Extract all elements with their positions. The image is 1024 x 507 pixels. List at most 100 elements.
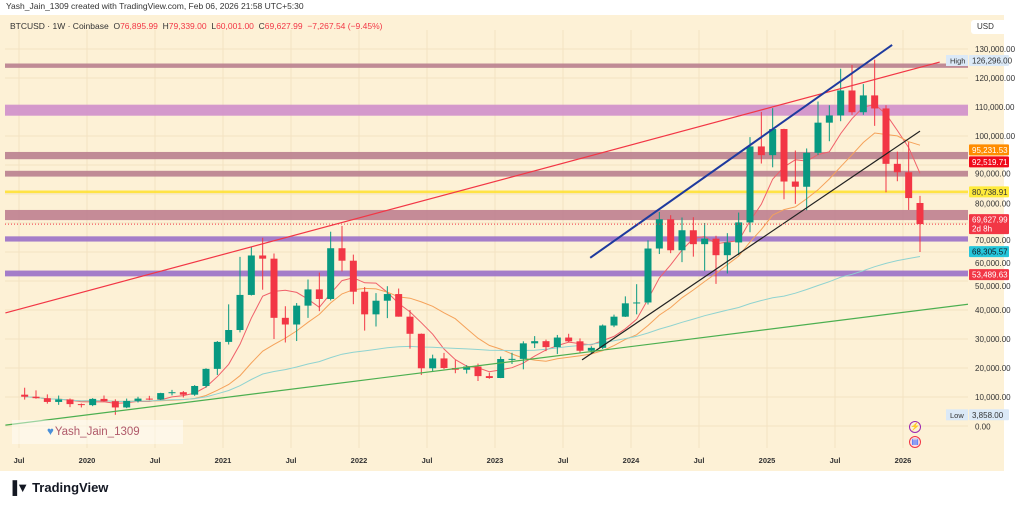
us-flag-icon[interactable]: ▤ — [909, 436, 921, 448]
trendline — [581, 130, 921, 361]
x-axis-tick-label: Jul — [558, 456, 569, 465]
candle-body — [145, 398, 153, 400]
candle-body — [882, 108, 890, 164]
y-axis-tick-label: 80,000.00 — [975, 199, 1011, 208]
candle-body — [429, 358, 437, 369]
candle-body — [576, 341, 584, 351]
candle-body — [814, 122, 822, 153]
candle-body — [508, 358, 516, 360]
price-label-bg — [969, 246, 1009, 258]
candle-body — [791, 181, 799, 187]
candle-body — [678, 230, 686, 251]
chart-panel[interactable] — [0, 15, 1004, 471]
ohlc-legend: BTCUSD · 1W · Coinbase O76,895.99 H79,33… — [10, 21, 382, 31]
candle-body — [213, 341, 221, 369]
x-axis-tick-label: Jul — [422, 456, 433, 465]
price-label: 69,627.99 — [972, 216, 1008, 225]
heart-icon: ♥ — [47, 426, 54, 438]
chart-credit: Yash_Jain_1309 created with TradingView.… — [6, 1, 304, 11]
open-value: 76,895.99 — [120, 21, 158, 31]
change-value: −7,267.54 (−9.45%) — [307, 21, 383, 31]
candle-body — [519, 343, 527, 359]
x-axis-tick-label: 2026 — [895, 456, 912, 465]
candle-body — [236, 294, 244, 331]
candle-body — [916, 203, 924, 225]
watermark-text: Yash_Jain_1309 — [54, 426, 140, 438]
x-axis-tick-label: 2022 — [351, 456, 368, 465]
price-zone — [5, 190, 968, 194]
y-axis-tick-label: 30,000.00 — [975, 335, 1011, 344]
trendline — [5, 61, 940, 314]
y-axis-tick-label: 40,000.00 — [975, 306, 1011, 315]
candle-body — [859, 95, 867, 113]
symbol-label[interactable]: BTCUSD · 1W · Coinbase — [10, 21, 109, 31]
candle-body — [191, 385, 199, 395]
candle-body — [644, 248, 652, 303]
close-label: C — [258, 21, 265, 31]
candle-body — [225, 330, 233, 342]
candle-body — [825, 115, 833, 123]
candle-body — [55, 399, 63, 402]
price-label: 95,231.53 — [972, 146, 1008, 155]
candle-body — [168, 392, 176, 394]
candle-body — [134, 398, 142, 401]
price-label-prefix: Low — [950, 411, 964, 420]
candle-body — [893, 163, 901, 173]
candle-body — [338, 248, 346, 261]
price-label-prefix: High — [950, 57, 965, 66]
price-label: 126,296.00 — [972, 57, 1013, 66]
x-axis-tick-label: Jul — [14, 456, 25, 465]
candle-body — [871, 95, 879, 109]
open-label: O — [113, 21, 121, 31]
candle-body — [485, 376, 493, 379]
price-label: 92,519.71 — [972, 158, 1008, 167]
candle-body — [689, 230, 697, 245]
candle-body — [621, 303, 629, 317]
x-axis-tick-label: 2024 — [623, 456, 641, 465]
candle-body — [179, 392, 187, 395]
candle-body — [123, 400, 131, 408]
price-label-bg — [969, 156, 1009, 168]
candle-body — [655, 219, 663, 249]
candle-body — [157, 393, 165, 400]
candle-body — [837, 90, 845, 116]
candle-body — [746, 146, 754, 223]
candle-body — [270, 258, 278, 318]
y-axis-tick-label: 20,000.00 — [975, 364, 1011, 373]
candle-body — [21, 394, 29, 397]
x-axis-tick-label: 2023 — [487, 456, 504, 465]
candle-body — [803, 152, 811, 187]
high-value: 79,339.00 — [168, 21, 207, 31]
low-value: 60,001.00 — [216, 21, 254, 31]
x-axis-tick-label: 2021 — [215, 456, 232, 465]
y-axis-tick-label: 120,000.00 — [975, 74, 1016, 83]
candle-body — [667, 219, 675, 251]
y-axis-tick-label: 70,000.00 — [975, 236, 1011, 245]
countdown-label: 2d 8h — [972, 225, 992, 234]
price-zone — [5, 170, 968, 177]
price-label-bg — [969, 55, 1009, 66]
candle-body — [293, 305, 301, 325]
price-label: 3,858.00 — [972, 411, 1004, 420]
lightning-icon[interactable]: ⚡ — [909, 421, 921, 433]
y-axis-tick-label: 60,000.00 — [975, 259, 1011, 268]
candle-body — [406, 316, 414, 334]
candle-body — [542, 341, 550, 348]
candle-body — [701, 238, 709, 245]
candle-body — [723, 242, 731, 256]
y-axis-tick-label: 10,000.00 — [975, 393, 1011, 402]
tradingview-logo[interactable]: ▐▼ TradingView — [8, 480, 108, 495]
y-axis-tick-label: 110,000.00 — [975, 103, 1015, 112]
brand-name: TradingView — [32, 480, 109, 495]
close-value: 69,627.99 — [264, 21, 303, 31]
price-label-prefix-bg — [946, 55, 968, 66]
low-label: L — [211, 21, 217, 31]
price-label-bg — [969, 144, 1009, 156]
price-zone — [5, 236, 968, 242]
currency-button[interactable]: USD — [971, 20, 1013, 34]
candle-body — [66, 399, 74, 405]
candle-body — [247, 255, 255, 295]
price-label: 80,738.91 — [972, 188, 1008, 197]
price-label: 53,489.63 — [972, 271, 1008, 280]
